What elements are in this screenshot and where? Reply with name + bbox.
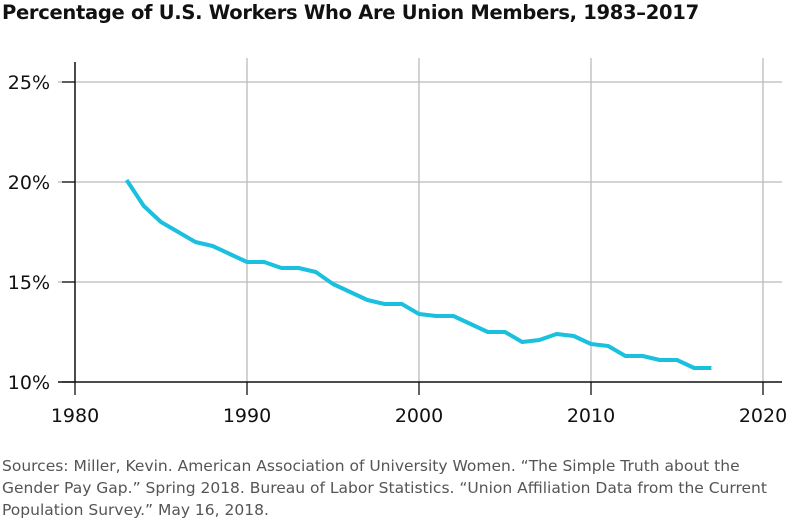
x-tick-label: 2010 — [567, 405, 615, 427]
line-chart: 10% 15% 20% 25% 1980 1990 2000 2010 2020 — [8, 58, 787, 427]
x-tick-label: 2000 — [395, 405, 443, 427]
y-tick-label: 10% — [8, 372, 50, 394]
x-tick-label: 2020 — [739, 405, 787, 427]
x-tick-label: 1990 — [223, 405, 271, 427]
x-tick-label: 1980 — [51, 405, 99, 427]
y-tick-label: 15% — [8, 272, 50, 294]
chart-title: Percentage of U.S. Workers Who Are Union… — [2, 1, 699, 24]
sources-note: Sources: Miller, Kevin. American Associa… — [2, 457, 767, 519]
union-membership-line — [124, 178, 712, 370]
y-tick-label: 20% — [8, 172, 50, 194]
y-tick-label: 25% — [8, 72, 50, 94]
